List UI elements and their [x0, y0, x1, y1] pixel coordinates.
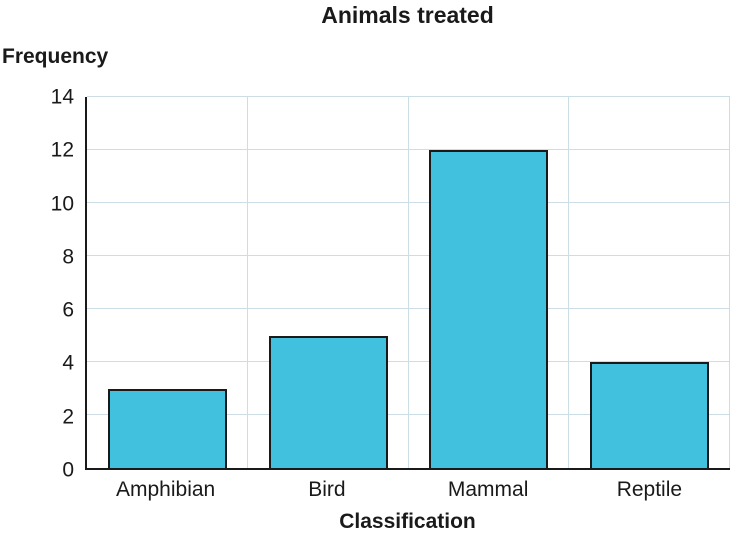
bar-mammal — [429, 150, 549, 468]
y-tick-label-2: 2 — [62, 405, 74, 429]
vertical-gridline — [246, 97, 248, 468]
y-axis-title: Frequency — [2, 45, 109, 68]
y-tick-label-10: 10 — [50, 192, 74, 216]
y-tick-label-8: 8 — [62, 245, 74, 269]
horizontal-gridline — [87, 149, 730, 150]
horizontal-gridline — [87, 308, 730, 309]
y-tick-label-0: 0 — [62, 458, 74, 482]
plot-area — [85, 96, 730, 470]
vertical-gridline — [729, 97, 730, 468]
y-tick-label-6: 6 — [62, 298, 74, 322]
horizontal-gridline — [87, 255, 730, 256]
bar-reptile — [590, 362, 710, 468]
horizontal-gridline — [87, 202, 730, 203]
vertical-gridline — [407, 97, 409, 468]
bar-bird — [268, 335, 388, 468]
vertical-gridline — [568, 97, 570, 468]
x-axis-tick-labels: Amphibian Bird Mammal Reptile — [85, 478, 730, 506]
x-tick-label-amphibian: Amphibian — [116, 478, 216, 501]
y-axis-tick-labels: 0 2 4 6 8 10 12 14 — [0, 87, 74, 481]
horizontal-gridline — [87, 361, 730, 362]
x-axis-title: Classification — [339, 510, 476, 533]
x-tick-label-mammal: Mammal — [447, 478, 529, 501]
horizontal-gridline — [87, 96, 730, 97]
x-tick-label-bird: Bird — [308, 478, 346, 501]
chart-title: Animals treated — [321, 2, 494, 28]
y-tick-label-4: 4 — [62, 351, 74, 375]
horizontal-gridline — [87, 414, 730, 415]
y-tick-label-12: 12 — [50, 138, 74, 162]
bar-amphibian — [107, 388, 227, 468]
x-tick-label-reptile: Reptile — [616, 478, 683, 501]
y-tick-label-14: 14 — [50, 85, 74, 109]
